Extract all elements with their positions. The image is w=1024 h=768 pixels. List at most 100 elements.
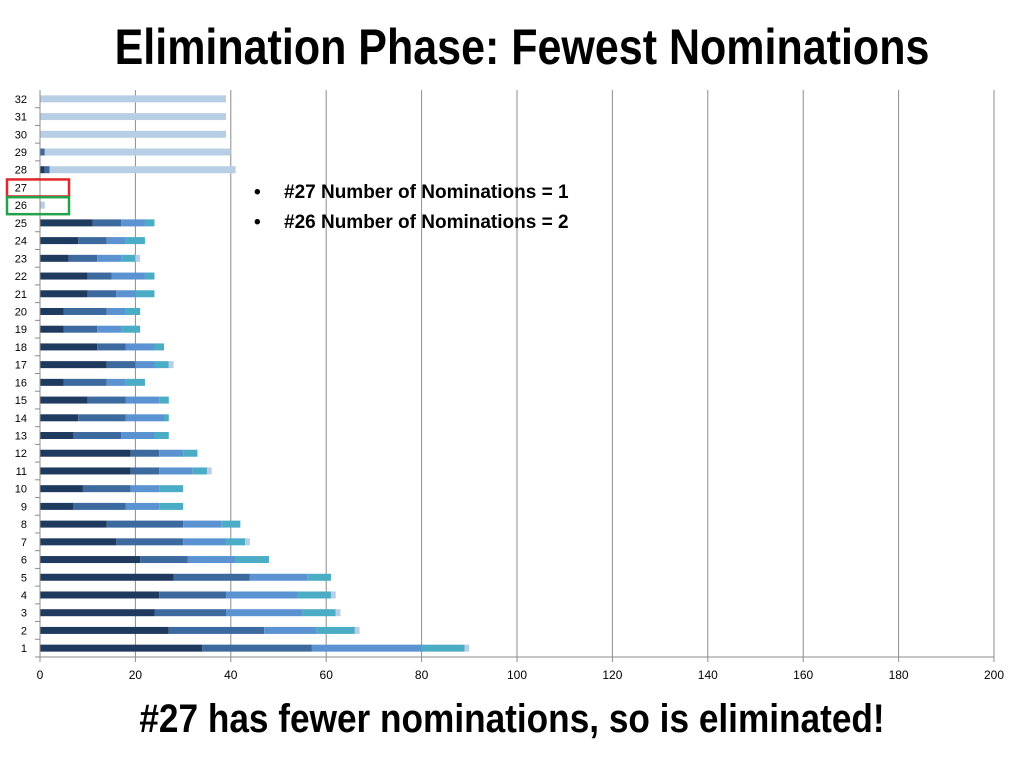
bar-segment-10-s4	[159, 485, 184, 493]
bar-segment-23-s2	[68, 254, 98, 262]
bar-segment-2-s2	[168, 626, 265, 634]
y-tick-label: 19	[15, 324, 27, 336]
bar-segment-5-s2	[173, 573, 250, 581]
bars	[40, 95, 470, 652]
bar-segment-18-s2	[97, 343, 126, 351]
bar-segment-7-s3	[183, 538, 227, 546]
x-tick-label: 60	[320, 668, 334, 682]
bar-segment-1-s2	[202, 644, 312, 652]
bar-segment-4-s1	[40, 591, 160, 599]
bar-segment-28-s5	[49, 166, 236, 174]
y-tick-label: 21	[15, 289, 27, 301]
bar-segment-23-s5	[135, 254, 141, 262]
bar-segment-8-s4	[221, 520, 241, 528]
bar-segment-11-s3	[159, 467, 193, 475]
bar-segment-5-s1	[40, 573, 174, 581]
bar-segment-18-s4	[154, 343, 165, 351]
axes: 0 20 40 60 80 100 120 140 160 180 2001234567891011…	[15, 90, 1004, 682]
bar-segment-31-s5	[40, 113, 227, 121]
bar-segment-32-s5	[40, 95, 227, 103]
footer-caption: #27 has fewer nominations, so is elimina…	[139, 697, 885, 741]
bar-segment-16-s1	[40, 378, 64, 386]
bar-segment-6-s2	[140, 556, 188, 564]
bar-segment-15-s2	[87, 396, 126, 404]
slide-title: Elimination Phase: Fewest Nominations	[114, 19, 930, 75]
bar-segment-12-s4	[183, 449, 198, 457]
y-tick-label: 6	[21, 555, 27, 567]
bar-segment-11-s4	[192, 467, 207, 475]
bar-segment-13-s2	[73, 432, 122, 440]
y-tick-label: 30	[15, 129, 27, 141]
bar-segment-8-s2	[106, 520, 184, 528]
bar-segment-22-s3	[111, 272, 145, 280]
notes-list: #27 Number of Nominations = 1 #26 Number…	[252, 178, 569, 238]
bar-segment-22-s1	[40, 272, 88, 280]
y-tick-label: 13	[15, 431, 27, 443]
note-item-26: #26 Number of Nominations = 2	[252, 208, 569, 238]
bar-segment-20-s3	[106, 307, 126, 315]
y-tick-label: 24	[15, 236, 27, 248]
bar-segment-4-s5	[330, 591, 336, 599]
bar-segment-23-s4	[121, 254, 136, 262]
bar-segment-16-s4	[125, 378, 145, 386]
bar-segment-13-s3	[121, 432, 155, 440]
y-tick-label: 9	[21, 501, 27, 513]
bar-segment-1-s5	[464, 644, 470, 652]
x-tick-label: 80	[415, 668, 429, 682]
y-tick-label: 4	[21, 590, 27, 602]
bar-segment-7-s4	[226, 538, 246, 546]
bar-segment-7-s1	[40, 538, 117, 546]
x-tick-label: 140	[698, 668, 718, 682]
y-tick-label: 18	[15, 342, 27, 354]
bar-segment-25-s1	[40, 219, 93, 227]
bar-segment-20-s4	[125, 307, 141, 315]
bar-segment-9-s2	[73, 502, 126, 510]
bar-segment-14-s4	[164, 414, 169, 422]
bar-segment-2-s5	[354, 626, 360, 634]
y-tick-label: 17	[15, 360, 27, 372]
y-tick-label: 14	[15, 413, 27, 425]
bar-segment-2-s1	[40, 626, 169, 634]
bar-segment-17-s5	[168, 361, 174, 369]
bar-segment-21-s4	[135, 290, 155, 298]
x-tick-label: 20	[129, 668, 143, 682]
bar-segment-15-s3	[125, 396, 160, 404]
bar-segment-11-s5	[206, 467, 212, 475]
y-tick-label: 31	[15, 112, 27, 124]
bar-segment-28-s2	[44, 166, 50, 174]
x-tick-label: 120	[602, 668, 622, 682]
y-tick-label: 12	[15, 448, 27, 460]
bar-segment-3-s3	[226, 609, 303, 617]
bar-segment-24-s3	[106, 237, 126, 245]
bar-segment-16-s3	[106, 378, 126, 386]
bar-segment-11-s1	[40, 467, 131, 475]
note-item-27: #27 Number of Nominations = 1	[252, 178, 569, 208]
bar-segment-26-s5	[40, 201, 45, 209]
bar-segment-9-s4	[159, 502, 184, 510]
x-tick-label: 40	[224, 668, 238, 682]
bar-segment-23-s1	[40, 254, 69, 262]
y-tick-label: 22	[15, 271, 27, 283]
bar-segment-21-s3	[116, 290, 136, 298]
x-tick-label: 100	[507, 668, 527, 682]
bar-segment-19-s2	[63, 325, 98, 333]
bar-segment-5-s3	[249, 573, 308, 581]
bar-segment-29-s5	[44, 148, 231, 156]
x-tick-label: 160	[793, 668, 813, 682]
bar-segment-6-s4	[235, 556, 269, 564]
bar-segment-10-s3	[130, 485, 160, 493]
bar-segment-10-s1	[40, 485, 83, 493]
gridlines	[134, 90, 995, 657]
bar-segment-6-s3	[187, 556, 236, 564]
bar-segment-8-s1	[40, 520, 107, 528]
bar-segment-15-s4	[159, 396, 169, 404]
y-tick-label: 23	[15, 253, 27, 265]
bar-segment-3-s1	[40, 609, 155, 617]
bar-segment-3-s5	[335, 609, 341, 617]
bar-segment-15-s1	[40, 396, 88, 404]
bar-segment-13-s4	[154, 432, 169, 440]
highlight-boxes	[5, 178, 71, 216]
y-tick-label: 3	[21, 608, 27, 620]
bar-segment-12-s1	[40, 449, 131, 457]
